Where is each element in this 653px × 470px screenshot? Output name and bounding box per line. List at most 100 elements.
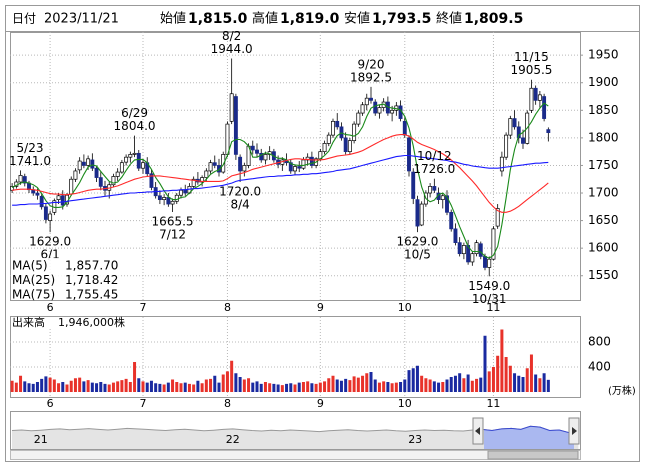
volume-bar [377, 382, 381, 392]
volume-plot [10, 329, 550, 392]
volume-bar [259, 383, 263, 392]
volume-bar [69, 380, 73, 392]
volume-bar [52, 379, 56, 392]
scrollbar-thumb[interactable] [487, 450, 579, 460]
legend-box [11, 258, 119, 300]
volume-value: 1,946,000株 [58, 315, 125, 329]
y-tick-label: 1750 [588, 158, 619, 172]
navigator-label: 23 [408, 433, 422, 446]
candle-body [77, 160, 82, 171]
navigator-selected-area [484, 426, 574, 449]
candle-body [263, 154, 268, 161]
candle-body [495, 208, 500, 227]
volume-bar [487, 371, 491, 392]
y-tick-label: 1650 [588, 213, 619, 227]
field-value: 1,819.0 [280, 11, 340, 27]
candle-body [250, 145, 255, 151]
field-name: 始値 [160, 11, 186, 27]
candle-body [221, 154, 226, 173]
volume-bar [479, 377, 483, 392]
volume-bar [546, 379, 550, 392]
x-tick-label: 7 [140, 301, 147, 314]
volume-bar [78, 377, 82, 392]
candle-body [402, 120, 407, 136]
x-tick-label: 6 [47, 301, 54, 314]
candle-body [390, 109, 395, 114]
volume-bar [196, 380, 200, 392]
volume-bar [242, 379, 246, 392]
volume-bar [517, 375, 521, 392]
header: 日付 2023/11/21 始値 1,815.0 高値 1,819.0 安値 1,793.… [12, 11, 523, 28]
volume-bar [483, 335, 487, 392]
candle-body [166, 197, 171, 205]
candle-body [288, 162, 293, 172]
candle-body [537, 94, 542, 101]
navigator-label: 22 [226, 433, 240, 446]
field-name: 高値 [252, 11, 278, 27]
annotation-value: 1549.0 [468, 279, 510, 293]
volume-bar [525, 368, 529, 392]
volume-bar [133, 362, 137, 392]
candle-body [293, 166, 297, 172]
candle-body [225, 123, 230, 155]
candle-body [60, 195, 65, 206]
volume-bar [542, 373, 546, 392]
candle-body [309, 156, 314, 166]
volume-bar [420, 375, 424, 392]
legend-value: 1,718.42 [65, 273, 118, 287]
volume-bar [361, 375, 365, 392]
candle-body [432, 186, 437, 191]
x-tick-label: 7 [140, 397, 147, 410]
candle-body [516, 126, 521, 139]
volume-bar [432, 381, 436, 392]
candle-body [491, 228, 496, 260]
volume-bar [86, 380, 90, 392]
volume-bar [82, 381, 86, 392]
candle-body [347, 140, 352, 153]
candle-body [124, 156, 129, 163]
volume-bar [348, 380, 352, 392]
candle-body [204, 170, 209, 178]
candle-body [157, 195, 162, 200]
volume-bar [183, 382, 187, 392]
volume-bar [318, 382, 322, 392]
volume-bar [204, 379, 208, 392]
annotation-value: 1665.5 [152, 215, 194, 229]
y-tick-label: 400 [588, 360, 611, 374]
annotation-value: 1741.0 [9, 154, 51, 168]
candle-body [69, 178, 74, 195]
candle-body [322, 143, 327, 153]
volume-bar [10, 380, 14, 392]
y-tick-label: 1850 [588, 103, 619, 117]
candle-body [43, 206, 48, 220]
candle-body [445, 195, 449, 213]
volume-bar [373, 379, 377, 392]
x-tick-label: 9 [317, 301, 324, 314]
candle-body [360, 104, 365, 114]
annotation-date: 10/31 [472, 292, 507, 306]
candle-body [149, 173, 154, 188]
candle-body [111, 176, 116, 186]
annotation-date: 9/20 [358, 57, 385, 71]
volume-bar [44, 376, 48, 392]
volume-bar [179, 383, 183, 392]
y-tick-label: 1950 [588, 48, 619, 62]
handle-arrow [475, 427, 480, 435]
candle-body [335, 120, 340, 128]
candle-body [259, 152, 264, 161]
ma-line [12, 154, 549, 206]
navigator: 21 22 23 [10, 417, 581, 460]
candle-body [377, 107, 382, 114]
labels: 1550 1600 1650 1700 1750 1800 1850 1900 1950 6 6 7 7… [9, 29, 636, 410]
volume-bar [192, 384, 196, 392]
candle-body [470, 253, 475, 263]
candle-body [39, 195, 44, 208]
volume-bar [297, 382, 301, 392]
y-tick-label: 1700 [588, 186, 619, 200]
candle-body [35, 192, 40, 196]
volume-bar [14, 382, 18, 392]
volume-bar [99, 382, 103, 392]
candle-body [512, 118, 517, 128]
volume-bar [200, 383, 204, 392]
